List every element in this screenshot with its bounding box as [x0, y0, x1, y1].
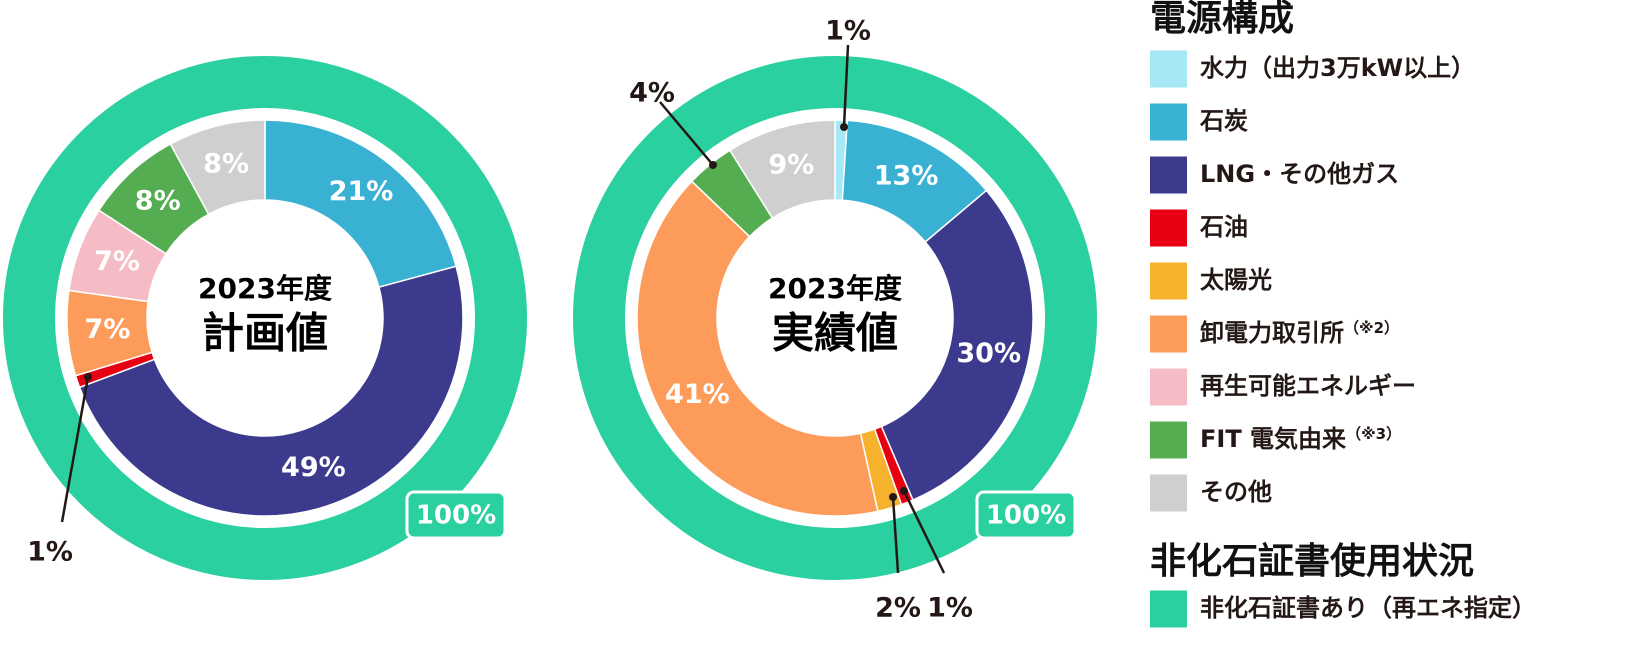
legend-item-swatch-5 [1150, 315, 1187, 353]
plan-label-5: 8% [135, 186, 181, 217]
plan-slice-6 [169, 119, 266, 216]
actual-leader-dot-4 [889, 493, 897, 501]
legend-item-label-1: 石炭 [1199, 107, 1248, 135]
actual-label-6: 4% [629, 78, 675, 109]
plan-label-3: 7% [85, 314, 131, 345]
legend-item-label-0: 水力（出力3万kW以上） [1200, 54, 1475, 82]
actual-badge-label: 100% [986, 501, 1066, 531]
legend-item-label-4: 太陽光 [1200, 266, 1272, 294]
plan-label-2: 1% [27, 537, 73, 568]
plan-label-6: 8% [203, 148, 249, 179]
outer-ring-noncert [3, 56, 527, 580]
actual-leader-4 [891, 496, 900, 574]
legend-item-swatch-7 [1150, 421, 1187, 459]
plan-label-1: 49% [281, 452, 346, 483]
actual-leader-6 [659, 101, 714, 166]
legend-item-swatch-1 [1150, 103, 1187, 141]
plan-slice-0 [264, 119, 458, 289]
actual-label-4: 2% [875, 593, 921, 624]
plan-badge [405, 490, 507, 540]
legend-item-label-5: 卸電力取引所（※2） [1200, 319, 1399, 348]
legend-item-label-3: 石油 [1199, 213, 1248, 241]
actual-center-title: 実績値 [772, 309, 898, 358]
plan-label-4: 7% [94, 246, 140, 277]
actual-leader-dot-0 [840, 123, 848, 131]
plan-leader-2 [60, 376, 90, 523]
legend-item-swatch-6 [1150, 368, 1187, 406]
actual-label-5: 41% [665, 379, 730, 410]
legend-item-swatch-0 [1150, 50, 1187, 88]
outer-ring-noncert [573, 56, 1097, 580]
plan-center-title: 計画値 [202, 309, 328, 358]
actual-leader-0 [842, 44, 850, 128]
legend-item-label-6: 再生可能エネルギー [1200, 372, 1416, 400]
actual-slice-7 [728, 119, 836, 220]
legend-item-swatch-8 [1150, 474, 1187, 512]
plan-label-0: 21% [329, 176, 394, 207]
legend-item-label-8: その他 [1200, 478, 1272, 506]
legend-item-label-7: FIT 電気由来（※3） [1200, 425, 1401, 454]
plan-slice-1 [78, 265, 464, 517]
legend-cert-item-swatch-0 [1150, 590, 1187, 628]
legend-item-swatch-3 [1150, 209, 1187, 247]
actual-slice-2 [880, 189, 1034, 502]
actual-center-year: 2023年度 [768, 272, 902, 305]
actual-label-2: 30% [956, 338, 1021, 369]
legend-cert-item-label-0: 非化石証書あり（再エネ指定） [1200, 594, 1536, 622]
actual-leader-3 [902, 490, 946, 574]
actual-leader-dot-3 [900, 487, 908, 495]
legend-power-title: 電源構成 [1150, 0, 1294, 39]
actual-slice-5 [636, 180, 879, 517]
actual-label-0: 1% [825, 16, 871, 47]
legend-item-label-2: LNG・その他ガス [1200, 160, 1399, 188]
plan-leader-dot-2 [84, 373, 92, 381]
actual-label-1: 13% [874, 160, 939, 191]
legend-item-swatch-2 [1150, 156, 1187, 194]
actual-badge [975, 490, 1077, 540]
actual-label-3: 1% [927, 593, 973, 624]
actual-label-7: 9% [768, 150, 814, 181]
legend-cert-title: 非化石証書使用状況 [1150, 541, 1474, 582]
actual-leader-dot-6 [709, 161, 717, 169]
plan-center-year: 2023年度 [198, 272, 332, 305]
plan-badge-label: 100% [416, 501, 496, 531]
legend-item-swatch-4 [1150, 262, 1187, 300]
